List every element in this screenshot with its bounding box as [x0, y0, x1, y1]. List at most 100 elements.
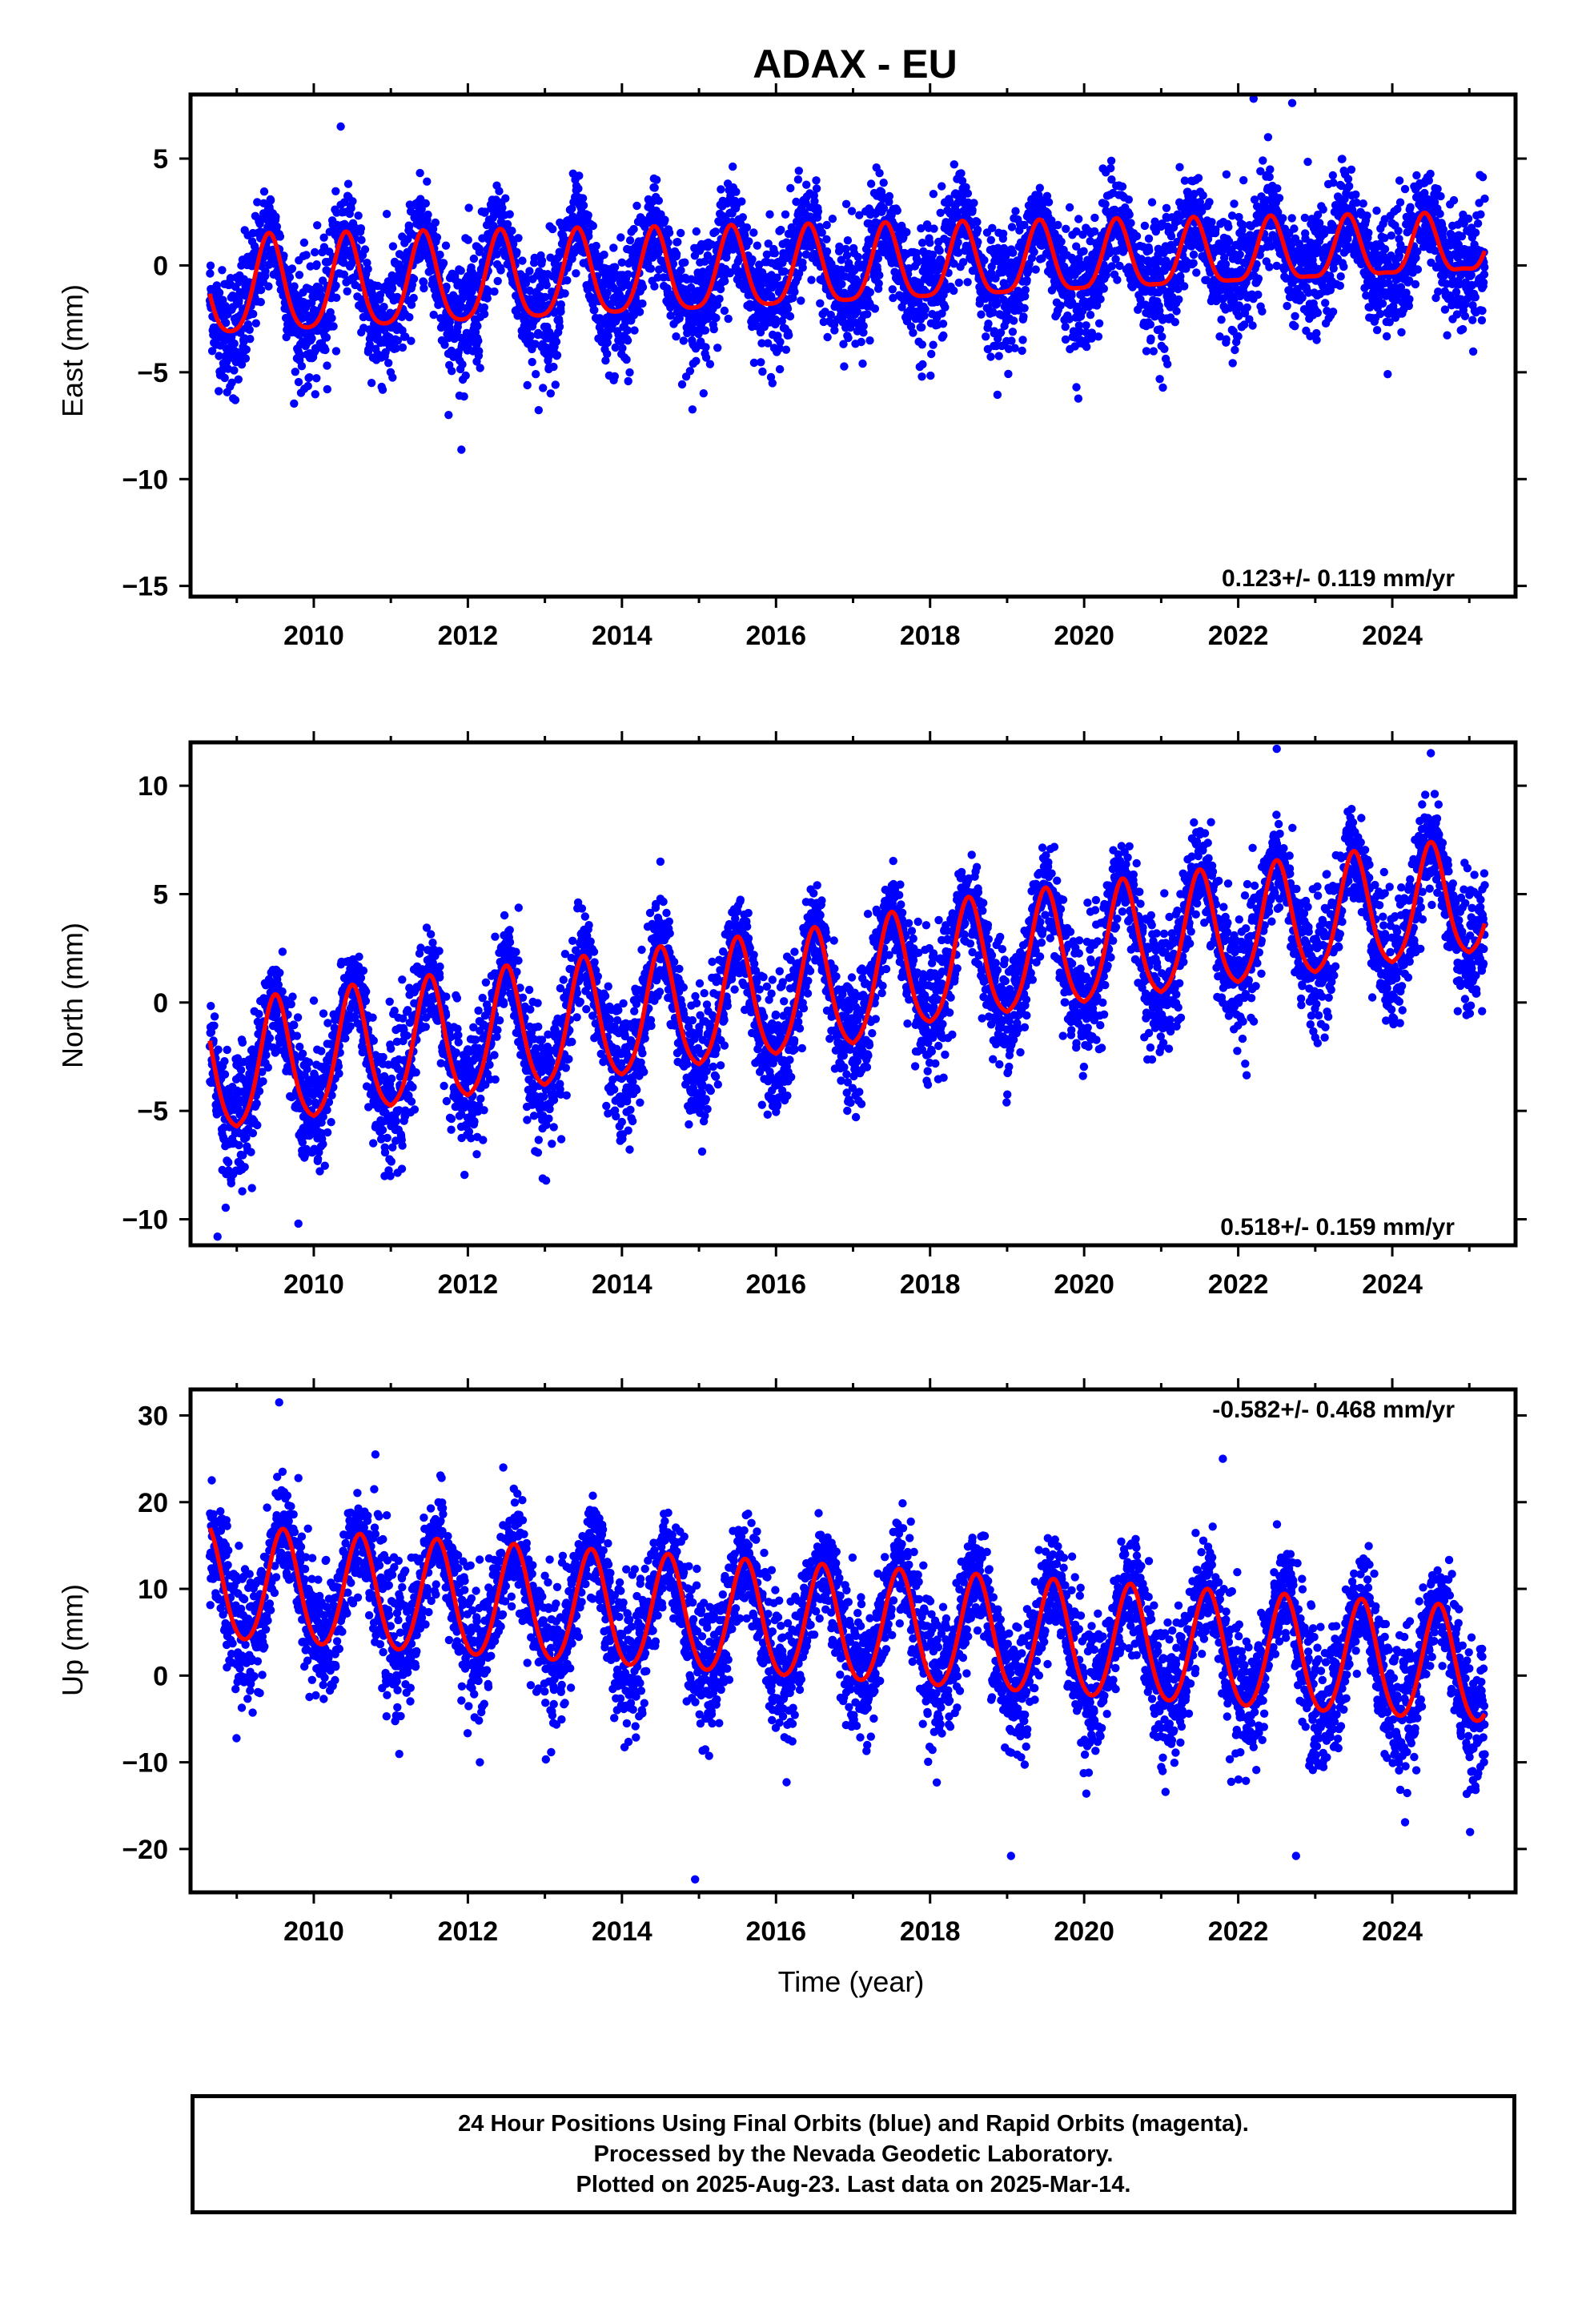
- east-data-point: [476, 364, 484, 372]
- east-data-point: [592, 241, 600, 251]
- east-data-point: [1319, 205, 1327, 214]
- east-data-point: [549, 362, 558, 372]
- east-data-point: [703, 251, 713, 260]
- east-data-point: [331, 281, 340, 290]
- east-data-point: [917, 323, 926, 332]
- east-data-point: [664, 238, 673, 247]
- east-data-point: [1172, 307, 1181, 316]
- east-data-point: [407, 336, 416, 345]
- east-data-point: [1291, 312, 1299, 320]
- east-data-point: [1004, 369, 1013, 379]
- east-data-point: [1380, 244, 1390, 254]
- east-data-point: [323, 258, 332, 267]
- east-data-point: [1405, 295, 1414, 304]
- east-data-point: [295, 271, 304, 279]
- east-data-point: [555, 322, 564, 332]
- east-data-point: [279, 251, 288, 260]
- east-data-point: [1061, 322, 1070, 332]
- east-data-point: [307, 334, 316, 343]
- east-data-point: [1194, 174, 1203, 183]
- east-data-point: [1291, 322, 1299, 331]
- east-data-point: [512, 247, 521, 256]
- east-data-point: [416, 168, 424, 178]
- east-data-point: [231, 396, 240, 404]
- east-data-point: [312, 260, 321, 269]
- east-data-point: [518, 256, 527, 265]
- east-data-point: [327, 314, 336, 323]
- east-data-point: [773, 273, 781, 282]
- east-data-point: [669, 259, 678, 268]
- east-data-point: [775, 344, 784, 353]
- east-data-point: [929, 340, 938, 349]
- east-data-point: [859, 321, 868, 331]
- east-data-point: [256, 298, 265, 307]
- east-data-point: [1364, 228, 1373, 237]
- east-data-point: [1248, 321, 1257, 330]
- east-data-point: [677, 380, 687, 389]
- east-data-point: [1351, 190, 1360, 199]
- east-data-point: [1009, 316, 1018, 325]
- east-data-point: [406, 207, 416, 216]
- east-data-point: [661, 215, 669, 224]
- east-data-point: [939, 331, 948, 340]
- east-data-point: [742, 223, 752, 232]
- east-data-point: [618, 344, 627, 352]
- east-data-point: [493, 276, 502, 286]
- east-data-point: [1382, 332, 1391, 341]
- east-data-point: [1030, 247, 1038, 256]
- east-data-point: [530, 253, 539, 263]
- east-data-point: [1189, 250, 1199, 259]
- east-data-point: [1254, 290, 1263, 300]
- east-data-point: [822, 220, 831, 230]
- east-data-point: [382, 210, 391, 219]
- east-data-point: [1094, 332, 1103, 341]
- east-data-point: [222, 357, 231, 367]
- east-data-point: [699, 389, 708, 398]
- east-data-point: [457, 445, 466, 454]
- east-data-point: [1067, 291, 1076, 300]
- east-data-point: [624, 376, 632, 386]
- east-data-point: [460, 392, 468, 401]
- east-data-point: [393, 336, 403, 345]
- east-data-point: [994, 352, 1003, 360]
- east-data-point: [1336, 272, 1345, 281]
- east-data-point: [928, 250, 938, 259]
- east-data-point: [546, 389, 555, 398]
- east-data-point: [673, 238, 682, 247]
- east-data-point: [640, 215, 648, 225]
- east-data-point: [206, 269, 215, 278]
- east-data-point: [495, 187, 504, 195]
- east-data-point: [950, 286, 958, 296]
- east-data-point: [1222, 170, 1231, 179]
- east-data-point: [261, 251, 270, 260]
- east-data-point: [442, 282, 451, 292]
- east-data-point: [1224, 223, 1233, 231]
- east-data-point: [857, 337, 865, 347]
- east-data-point: [1035, 183, 1045, 192]
- east-data-point: [1113, 275, 1122, 284]
- east-data-point: [429, 310, 438, 320]
- east-data-point: [556, 308, 565, 316]
- east-data-point: [1313, 308, 1323, 317]
- east-data-point: [858, 359, 867, 368]
- east-data-point: [1031, 265, 1040, 274]
- east-data-point: [763, 339, 773, 348]
- east-data-point: [1189, 259, 1198, 267]
- east-data-point: [469, 254, 479, 263]
- east-data-point: [323, 361, 331, 370]
- east-data-point: [1387, 231, 1396, 240]
- east-data-point: [1228, 359, 1237, 368]
- east-data-point: [1328, 308, 1338, 316]
- east-data-point: [601, 356, 610, 365]
- east-data-point: [1345, 182, 1354, 191]
- east-data-point: [1406, 203, 1415, 211]
- east-data-point: [767, 292, 776, 301]
- east-data-point: [725, 268, 735, 277]
- east-data-point: [343, 179, 353, 188]
- east-data-point: [505, 210, 514, 219]
- east-data-point: [428, 224, 438, 234]
- east-data-point: [388, 373, 397, 382]
- east-data-point: [331, 187, 340, 195]
- east-data-point: [1230, 199, 1239, 208]
- east-data-point: [1057, 237, 1066, 246]
